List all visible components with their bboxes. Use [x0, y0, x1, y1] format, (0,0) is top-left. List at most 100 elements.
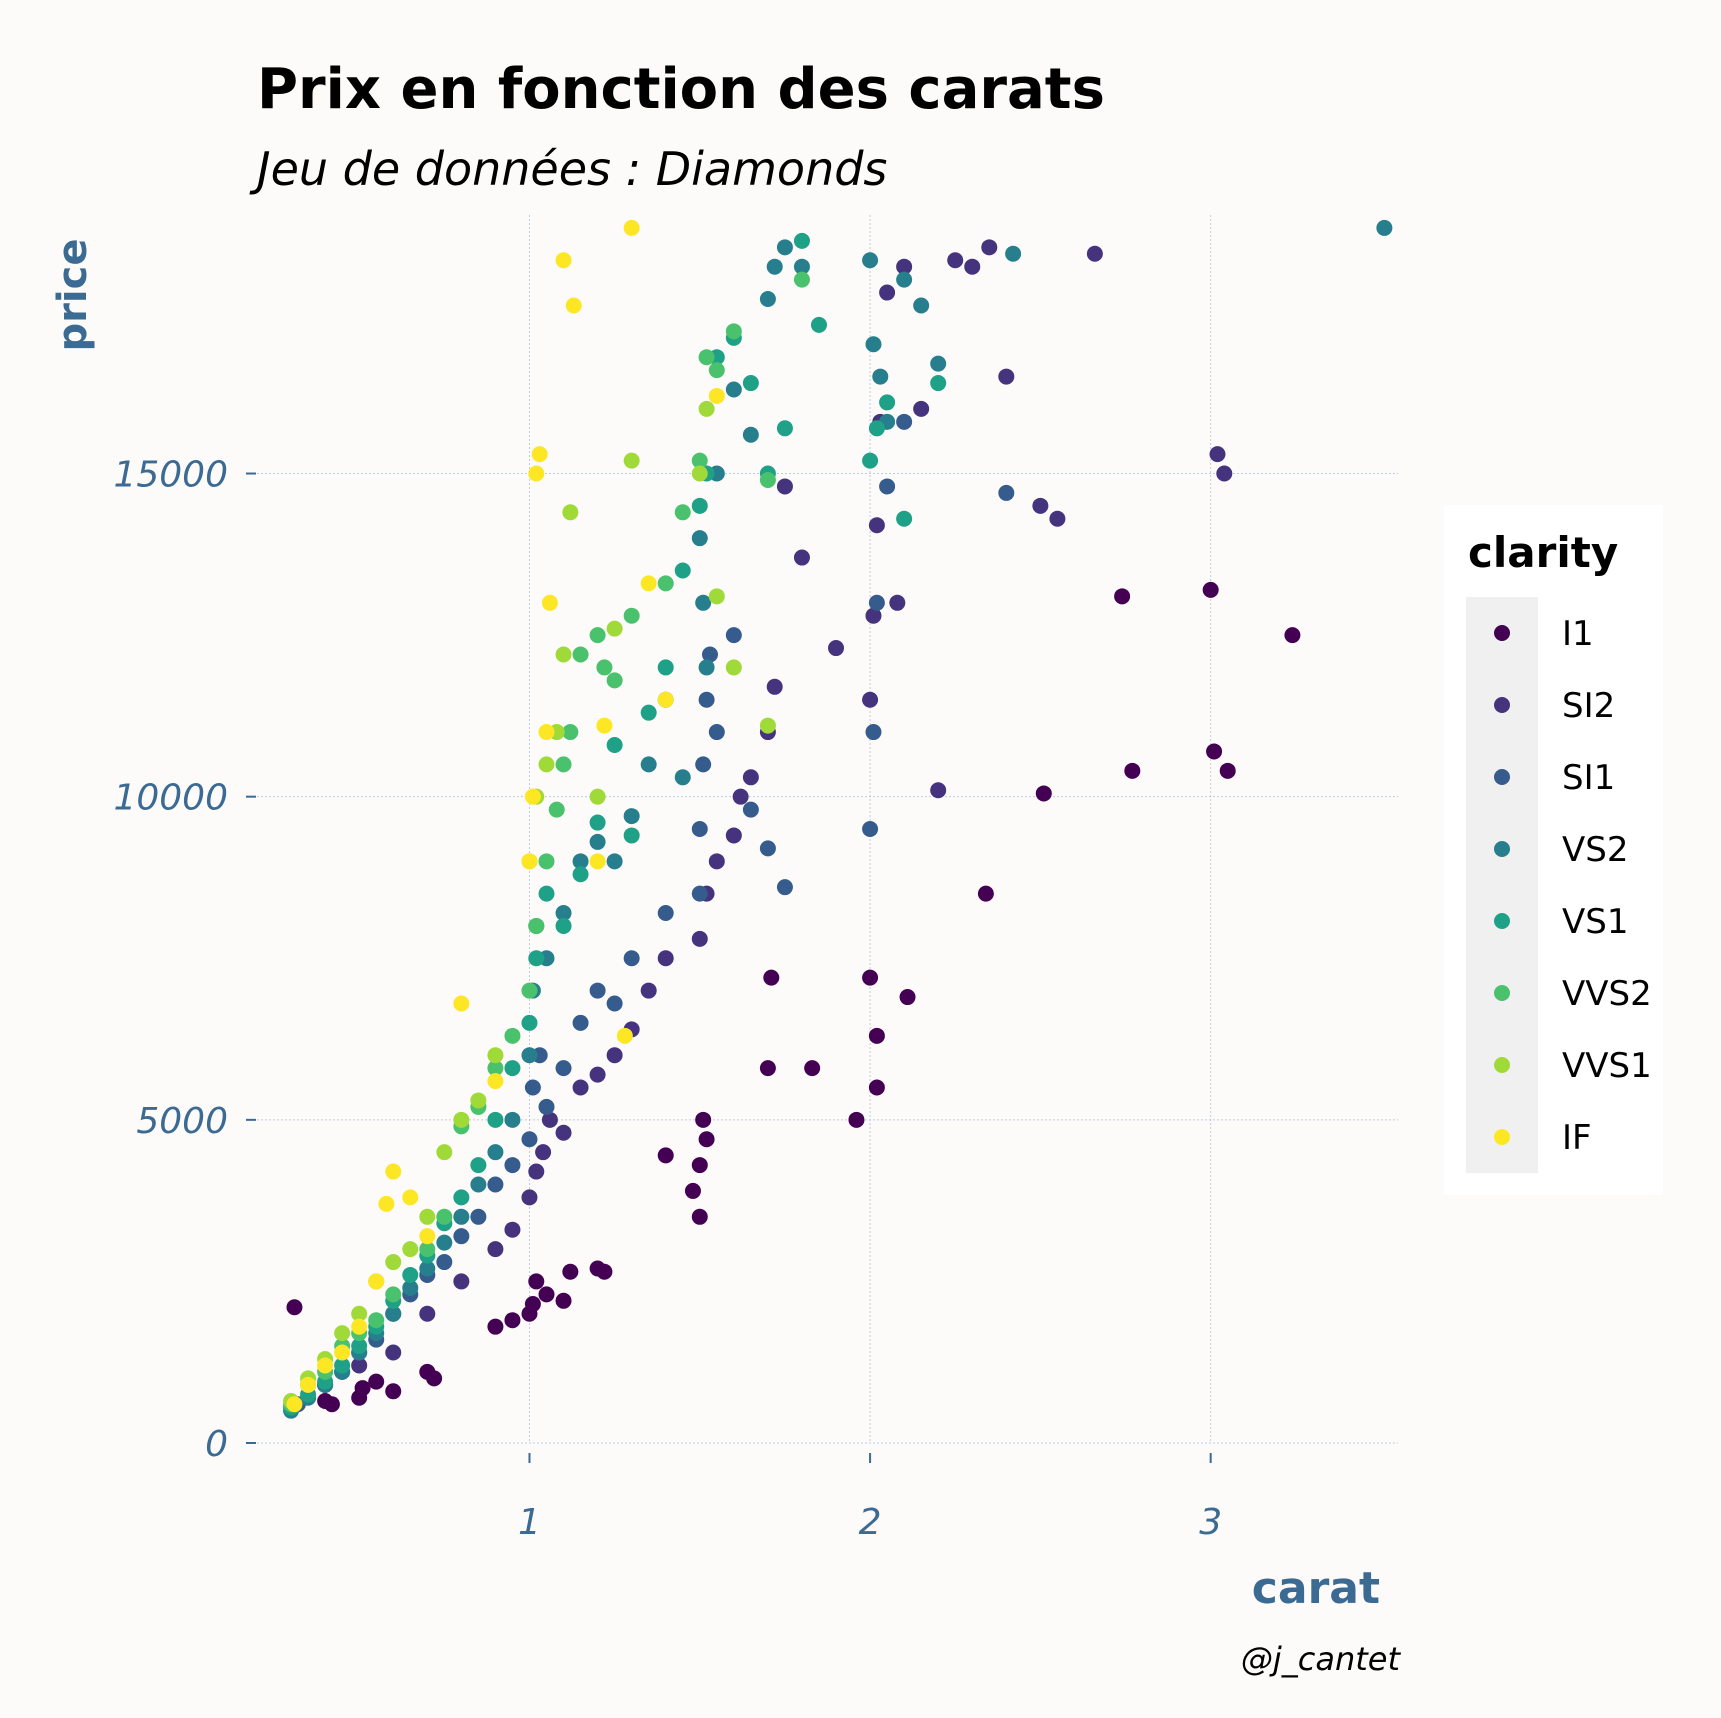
data-point-i1 [899, 989, 916, 1006]
data-point-vs2 [896, 271, 913, 288]
data-point-i1 [684, 1182, 701, 1199]
data-point-vvs1 [453, 1111, 470, 1128]
data-point-si1 [589, 982, 606, 999]
data-point-si2 [572, 1079, 589, 1096]
data-point-i1 [368, 1373, 385, 1390]
data-point-vs2 [776, 239, 793, 256]
data-point-vvs1 [470, 1092, 487, 1109]
data-point-si1 [470, 1208, 487, 1225]
data-point-vs1 [674, 562, 691, 579]
legend-key-si1 [1494, 769, 1510, 785]
data-point-if [565, 297, 582, 314]
data-point-if [538, 724, 555, 741]
data-point-si1 [879, 478, 896, 495]
data-point-vs2 [742, 426, 759, 443]
data-point-si1 [555, 1060, 572, 1077]
data-point-vvs2 [562, 724, 579, 741]
data-point-vs1 [589, 814, 606, 831]
data-point-si2 [766, 678, 783, 695]
data-point-if [300, 1376, 317, 1393]
data-point-si2 [708, 853, 725, 870]
legend-label-vvs2: VVS2 [1562, 974, 1652, 1014]
data-point-i1 [1035, 785, 1052, 802]
data-point-si2 [896, 258, 913, 275]
data-point-si2 [419, 1305, 436, 1322]
data-point-i1 [528, 1273, 545, 1290]
data-point-si2 [879, 284, 896, 301]
data-point-vs1 [640, 704, 657, 721]
data-point-vs1 [776, 420, 793, 437]
data-point-si2 [1032, 497, 1049, 514]
x-axis-title: carat [1252, 1563, 1380, 1614]
data-point-vs1 [351, 1338, 368, 1355]
data-point-if [708, 387, 725, 404]
data-point-if [286, 1396, 303, 1413]
data-point-si2 [589, 1066, 606, 1083]
data-point-si2 [453, 1273, 470, 1290]
data-point-vs2 [640, 756, 657, 773]
data-point-vvs1 [538, 756, 555, 773]
data-point-vs1 [810, 316, 827, 333]
data-point-si2 [930, 782, 947, 799]
data-point-i1 [657, 1147, 674, 1164]
data-point-vvs1 [623, 452, 640, 469]
data-point-vvs1 [562, 504, 579, 521]
data-point-i1 [286, 1299, 303, 1316]
data-point-if [334, 1344, 351, 1361]
legend-label-if: IF [1562, 1118, 1592, 1158]
data-point-vs2 [385, 1305, 402, 1322]
legend-key-background [1466, 597, 1538, 1173]
data-point-si1 [572, 1014, 589, 1031]
data-point-vs2 [674, 769, 691, 786]
data-point-vvs2 [521, 982, 538, 999]
data-point-si1 [862, 821, 879, 837]
data-point-vvs1 [351, 1305, 368, 1322]
data-point-vvs1 [725, 659, 742, 676]
data-point-vvs1 [385, 1254, 402, 1271]
data-point-i1 [596, 1263, 613, 1280]
data-point-i1 [848, 1111, 865, 1128]
data-point-si2 [981, 239, 998, 256]
data-point-if [351, 1318, 368, 1335]
data-point-if [402, 1189, 419, 1206]
data-point-si2 [964, 258, 981, 275]
data-point-vvs2 [572, 646, 589, 663]
data-point-vvs2 [385, 1286, 402, 1303]
data-point-vs1 [742, 375, 759, 392]
data-point-vvs2 [691, 452, 708, 469]
data-point-si1 [698, 691, 715, 708]
data-point-vvs2 [606, 672, 623, 689]
y-axis: 0 5000 10000 15000 [113, 455, 256, 1465]
data-point-vvs2 [759, 471, 776, 488]
data-point-i1 [487, 1318, 504, 1335]
data-point-si2 [606, 1047, 623, 1064]
data-point-si1 [865, 724, 882, 741]
data-points [283, 219, 1393, 1419]
data-point-si2 [776, 478, 793, 495]
data-point-vs1 [521, 1014, 538, 1031]
data-point-if [640, 575, 657, 592]
data-point-i1 [759, 1060, 776, 1077]
data-point-si2 [385, 1344, 402, 1361]
data-point-vs1 [538, 885, 555, 902]
data-point-i1 [323, 1396, 340, 1413]
data-point-si2 [828, 640, 845, 657]
data-point-if [524, 788, 541, 805]
data-point-si1 [998, 484, 1015, 501]
data-point-if [453, 995, 470, 1012]
data-point-si1 [487, 1176, 504, 1193]
data-point-si1 [524, 1079, 541, 1096]
data-point-vs2 [453, 1208, 470, 1225]
data-point-vs2 [606, 853, 623, 870]
data-point-vvs2 [596, 659, 613, 676]
y-tick-label: 0 [205, 1424, 228, 1465]
data-point-vs2 [725, 381, 742, 398]
data-point-i1 [538, 1286, 555, 1303]
data-point-si1 [504, 1157, 521, 1174]
data-point-vs1 [504, 1060, 521, 1077]
data-point-if [623, 219, 640, 236]
data-point-vvs2 [504, 1027, 521, 1044]
data-point-si1 [691, 885, 708, 902]
data-point-vvs2 [487, 1060, 504, 1077]
